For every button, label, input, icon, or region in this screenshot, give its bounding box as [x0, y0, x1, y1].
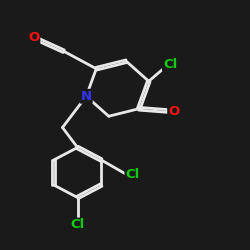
Text: Cl: Cl	[126, 168, 140, 181]
Text: Cl: Cl	[70, 218, 85, 232]
Text: Cl: Cl	[163, 58, 177, 71]
Text: N: N	[81, 90, 92, 103]
Text: O: O	[28, 31, 40, 44]
Text: O: O	[168, 105, 179, 118]
